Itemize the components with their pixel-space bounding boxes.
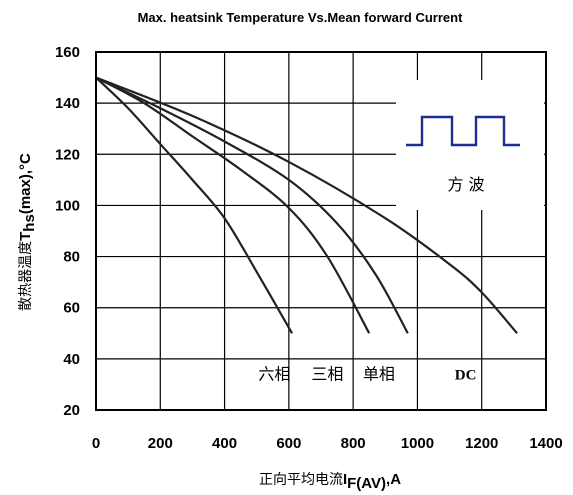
series-line [95,76,518,335]
y-axis-label: 散热器温度Ths(max),°C [17,153,38,311]
y-tick-labels: 20 40 60 80 100 120 140 160 [55,44,80,419]
x-tick-labels: 0 200 400 600 800 1000 1200 1400 [92,435,563,452]
x-axis-label: 正向平均电流IF(AV),A [259,471,401,492]
y-tick-label: 100 [55,197,80,214]
x-tick-label: 0 [92,435,100,452]
x-tick-label: 200 [148,435,173,452]
x-tick-label: 1400 [529,435,562,452]
y-tick-label: 80 [63,249,80,266]
y-axis-title: 散热器温度Ths(max),°C [17,153,38,311]
waveform-label: 方 波 [447,175,484,194]
x-tick-label: 600 [276,435,301,452]
x-tick-label: 1000 [401,435,434,452]
x-tick-label: 1200 [465,435,498,452]
series-line [95,76,294,334]
series-label: DC [455,367,477,383]
series-label: 单相 [363,364,395,383]
y-tick-label: 140 [55,95,80,112]
y-tick-label: 120 [55,146,80,163]
series-label: 三相 [311,364,343,383]
series-line [95,76,371,334]
x-tick-label: 400 [212,435,237,452]
y-tick-label: 20 [63,402,80,419]
series-labels: 六相 三相 单相 DC [258,364,476,383]
waveform-inset: 方 波 [406,115,520,194]
chart-title: Max. heatsink Temperature Vs.Mean forwar… [138,10,464,25]
square-wave-icon [406,115,520,147]
y-tick-label: 160 [55,44,80,61]
y-tick-label: 40 [63,351,80,368]
y-tick-label: 60 [63,300,80,317]
series-label: 六相 [258,364,290,383]
series-lines [95,76,518,335]
series-line [95,76,409,334]
plot-frame [95,51,547,411]
x-tick-label: 800 [341,435,366,452]
x-axis-title: 正向平均电流IF(AV),A [259,471,401,492]
